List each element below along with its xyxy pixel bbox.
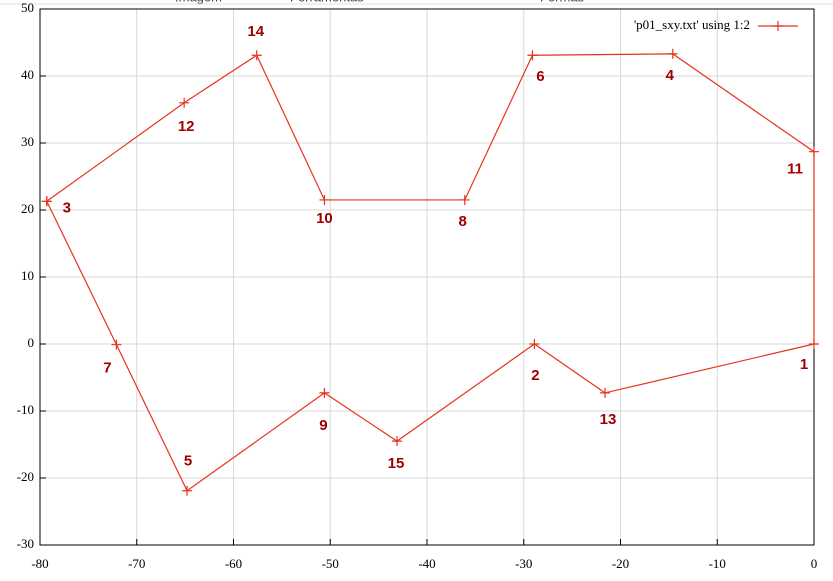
point: [111, 339, 122, 350]
point: [459, 194, 470, 205]
y-tick-label: 10: [21, 268, 34, 283]
point: [41, 196, 52, 207]
y-tick-label: 40: [21, 67, 34, 82]
x-tick-label: 0: [811, 556, 818, 571]
point-label: 10: [316, 210, 333, 227]
x-tick-label: -20: [612, 556, 629, 571]
point-label: 15: [388, 455, 405, 472]
point-label: 13: [600, 411, 617, 428]
x-tick-label: -50: [322, 556, 339, 571]
point: [182, 485, 193, 496]
point: [251, 50, 262, 61]
x-tick-label: -80: [31, 556, 48, 571]
point: [809, 339, 819, 349]
toolbar-item[interactable]: Ferramentas: [290, 0, 364, 4]
point-label: 14: [247, 23, 264, 40]
point: [319, 194, 330, 205]
point: [527, 50, 538, 61]
y-tick-label: -10: [17, 402, 34, 417]
y-tick-label: 50: [21, 0, 34, 15]
point-label: 3: [63, 199, 71, 216]
point-label: 9: [319, 417, 327, 434]
toolbar: Imagem Ferramentas Formas: [175, 0, 585, 4]
x-tick-label: -10: [709, 556, 726, 571]
point: [319, 387, 330, 398]
point-label: 1: [800, 356, 808, 373]
point: [179, 97, 190, 108]
point-label: 6: [536, 68, 544, 85]
x-tick-label: -40: [418, 556, 435, 571]
x-tick-label: -30: [515, 556, 532, 571]
y-tick-label: -30: [17, 536, 34, 551]
point: [667, 48, 678, 59]
y-tick-label: -20: [17, 469, 34, 484]
point-label: 11: [787, 161, 803, 178]
point-label: 8: [459, 213, 467, 230]
series-line: [46, 53, 815, 492]
point: [809, 146, 819, 157]
legend-label: 'p01_sxy.txt' using 1:2: [634, 17, 750, 32]
y-tick-label: 20: [21, 201, 34, 216]
point: [392, 436, 403, 447]
point-label: 12: [178, 118, 195, 135]
point-label: 2: [531, 367, 539, 384]
point: [529, 339, 540, 349]
x-tick-label: -70: [128, 556, 145, 571]
y-tick-label: 30: [21, 134, 34, 149]
point-label: 7: [103, 360, 111, 377]
x-tick-label: -60: [225, 556, 242, 571]
point: [600, 387, 611, 398]
y-tick-label: 0: [28, 335, 35, 350]
toolbar-item[interactable]: Formas: [540, 0, 585, 4]
point-label: 5: [184, 453, 192, 470]
toolbar-item[interactable]: Imagem: [175, 0, 222, 4]
legend-marker: [773, 21, 783, 31]
point-label: 4: [666, 67, 675, 84]
